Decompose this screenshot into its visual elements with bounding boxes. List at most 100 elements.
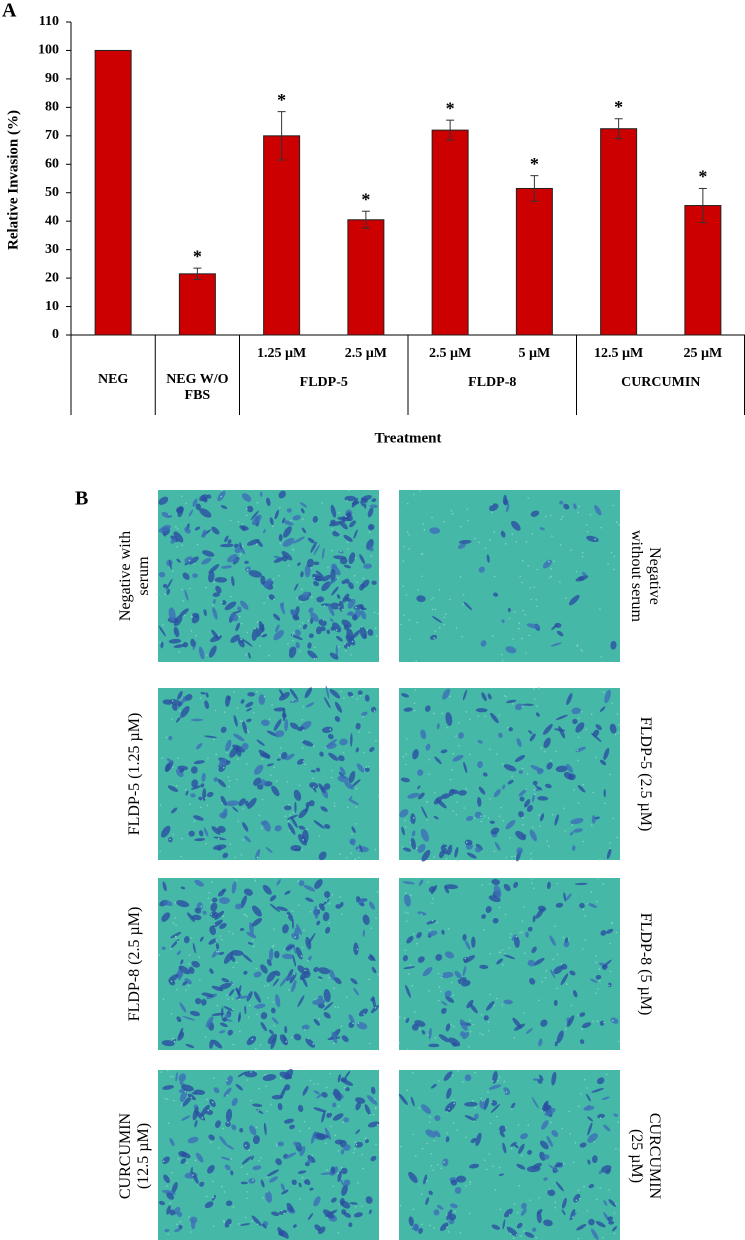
texture-dot <box>298 784 301 787</box>
cell-blob <box>546 881 551 890</box>
cell-blob <box>353 942 359 956</box>
texture-dot <box>465 841 468 844</box>
cell-blob <box>330 626 335 631</box>
texture-dot <box>568 938 570 940</box>
cell-blob <box>307 1213 314 1221</box>
texture-dot <box>313 1083 315 1085</box>
texture-dot <box>617 732 620 734</box>
cell-blob <box>185 693 193 701</box>
significance-mark: * <box>193 246 202 266</box>
cell-blob <box>446 1209 453 1221</box>
texture-dot <box>374 848 377 851</box>
texture-dot <box>348 489 350 492</box>
cell-blob <box>474 846 482 853</box>
texture-dot <box>346 541 349 544</box>
texture-dot <box>607 563 609 566</box>
cell-blob <box>301 1024 310 1030</box>
cell-blob <box>286 911 294 922</box>
texture-dot <box>444 613 447 616</box>
cell-blob <box>349 520 356 528</box>
cell-blob <box>265 847 273 853</box>
cell-blob <box>203 609 207 616</box>
texture-dot <box>181 837 183 840</box>
texture-dot <box>314 646 316 649</box>
cell-blob <box>170 538 176 544</box>
cell-blob <box>318 967 330 975</box>
cell-blob <box>430 1083 437 1089</box>
texture-dot <box>599 608 601 610</box>
cell-blob <box>168 735 173 741</box>
cell-blob <box>219 1135 228 1146</box>
texture-dot <box>212 604 214 606</box>
texture-dot <box>581 555 584 558</box>
cell-blob <box>244 1070 258 1078</box>
texture-dot <box>580 710 583 713</box>
texture-dot <box>522 1011 525 1014</box>
texture-dot <box>254 627 256 630</box>
texture-dot <box>431 608 434 611</box>
cell-blob <box>189 1010 201 1017</box>
texture-dot <box>521 767 524 770</box>
texture-dot <box>333 1042 336 1045</box>
cell-blob <box>273 719 282 731</box>
texture-dot <box>167 1233 169 1236</box>
cell-blob <box>444 886 450 894</box>
cell-blob <box>329 652 339 660</box>
texture-dot <box>199 806 202 809</box>
cell-blob <box>464 839 473 846</box>
cell-blob <box>297 1170 307 1174</box>
texture-dot <box>593 1140 596 1143</box>
cell-blob <box>261 1223 267 1229</box>
texture-dot <box>311 1154 314 1157</box>
texture-dot <box>408 619 411 621</box>
cell-blob <box>603 1124 611 1132</box>
cell-blob <box>355 1129 361 1135</box>
cell-blob <box>597 1077 605 1085</box>
texture-dot <box>602 691 605 693</box>
texture-dot <box>616 836 618 839</box>
texture-dot <box>306 828 308 830</box>
cell-blob <box>525 931 529 938</box>
cell-blob <box>366 1095 378 1105</box>
cell-blob <box>222 852 229 859</box>
texture-dot <box>428 1121 431 1124</box>
texture-dot <box>334 1134 337 1137</box>
texture-dot <box>313 576 316 579</box>
texture-dot <box>404 892 407 894</box>
texture-dot <box>525 788 527 791</box>
texture-dot <box>414 1010 416 1013</box>
cell-blob <box>232 558 239 562</box>
texture-dot <box>240 638 242 641</box>
texture-dot <box>172 1075 174 1078</box>
texture-dot <box>172 922 175 924</box>
cell-blob <box>530 765 542 772</box>
cell-blob <box>599 706 606 712</box>
texture-dot <box>374 1006 377 1009</box>
cell-blob <box>180 959 184 965</box>
texture-dot <box>586 902 589 905</box>
cell-blob <box>563 941 570 948</box>
cell-blob <box>579 1039 585 1044</box>
texture-dot <box>453 1025 455 1028</box>
texture-dot <box>474 1071 476 1074</box>
micrograph <box>398 1070 621 1240</box>
cell-blob <box>613 1113 619 1117</box>
texture-dot <box>175 924 177 927</box>
texture-dot <box>338 1203 341 1205</box>
error-bar <box>446 119 455 141</box>
texture-dot <box>441 974 443 976</box>
cell-blob <box>184 527 191 534</box>
texture-dot <box>176 940 179 943</box>
cell-blob <box>260 491 263 497</box>
cell-blob <box>320 1172 334 1175</box>
cell-blob <box>215 942 220 950</box>
cell-blob <box>481 914 486 919</box>
cell-blob <box>530 510 540 517</box>
cell-blob <box>324 1127 331 1140</box>
cell-blob <box>161 825 171 838</box>
cell-blob <box>608 1199 617 1207</box>
texture-dot <box>421 575 423 578</box>
cell-blob <box>315 570 325 579</box>
texture-dot <box>159 641 161 644</box>
texture-dot <box>227 1121 229 1124</box>
